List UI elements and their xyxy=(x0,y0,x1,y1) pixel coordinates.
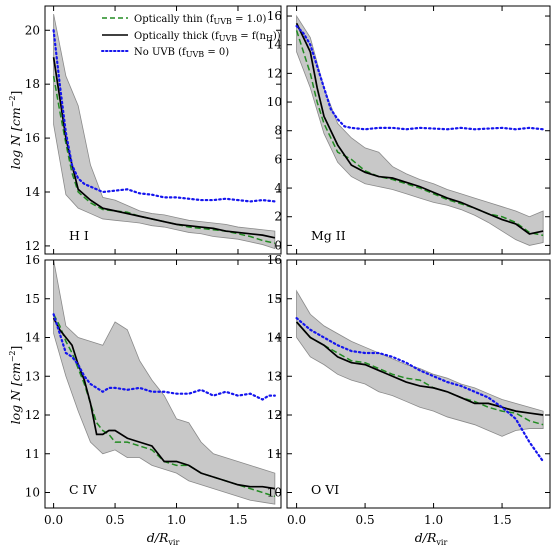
x-tick-label: 1.0 xyxy=(167,513,186,527)
x-tick-label: 0.0 xyxy=(287,513,306,527)
y-axis-title-bottom: log N [cm−2] xyxy=(8,346,23,425)
y-tick-label: 10 xyxy=(267,95,282,109)
plot-area xyxy=(52,14,276,250)
y-axis-title-top: log N [cm−2] xyxy=(8,91,23,170)
y-tick-label: 12 xyxy=(267,66,282,80)
series-line-no-uvb xyxy=(52,29,276,203)
series-line-thin xyxy=(295,30,544,237)
panel-label: H I xyxy=(69,228,89,243)
panel-label: O VI xyxy=(311,482,339,497)
y-tick-label: 10 xyxy=(25,486,40,500)
axes-frame xyxy=(286,259,551,509)
panel-label: Mg II xyxy=(311,228,346,243)
y-tick-label: 20 xyxy=(25,23,40,37)
y-tick-label: 16 xyxy=(25,131,40,145)
y-tick-label: 18 xyxy=(25,77,40,91)
legend-label-thick: Optically thick (fUVB = f(nH)) xyxy=(134,31,281,43)
y-tick-label: 10 xyxy=(267,486,282,500)
series-line-no-uvb xyxy=(295,317,545,463)
x-tick-label: 1.0 xyxy=(424,513,443,527)
panel-c-iv: 0.0 0.5 1.0 1.5 10 11 12 13 14 15 16 C IV xyxy=(25,253,282,527)
x-axis-title-right: d/Rvir xyxy=(415,530,448,547)
legend-label-no-uvb: No UVB (fUVB = 0) xyxy=(134,47,229,59)
axes-frame xyxy=(44,259,282,509)
series-line-no-uvb xyxy=(52,313,276,401)
scatter-band xyxy=(296,289,544,437)
panel-label: C IV xyxy=(69,482,97,497)
series-line-thin xyxy=(296,321,544,426)
panel-o-vi: 0.0 0.5 1.0 1.5 10 11 12 13 14 15 16 O VI xyxy=(267,253,551,527)
series-line-thick xyxy=(295,22,544,235)
y-tick-label: 15 xyxy=(25,292,40,306)
panel-mg-ii: 0 2 4 6 8 10 12 14 16 Mg II xyxy=(267,5,551,255)
x-tick-label: 1.5 xyxy=(228,513,247,527)
y-tick-label: 2 xyxy=(274,210,282,224)
y-tick-label: 14 xyxy=(25,185,41,199)
x-tick-label: 1.5 xyxy=(493,513,512,527)
y-tick-label: 14 xyxy=(25,331,41,345)
y-tick-label: 12 xyxy=(25,239,40,253)
y-tick-label: 12 xyxy=(25,408,40,422)
x-tick-label: 0.5 xyxy=(356,513,375,527)
y-tick-label: 13 xyxy=(267,369,282,383)
y-tick-label: 0 xyxy=(274,238,282,252)
axes-frame xyxy=(286,5,551,255)
plot-area xyxy=(295,289,545,463)
scatter-band xyxy=(53,260,276,505)
y-tick-label: 15 xyxy=(267,292,282,306)
y-tick-label: 14 xyxy=(267,38,283,52)
y-tick-label: 13 xyxy=(25,369,40,383)
y-tick-label: 4 xyxy=(274,181,282,195)
y-tick-label: 14 xyxy=(267,331,283,345)
legend-label-thin: Optically thin (fUVB = 1.0) xyxy=(134,14,267,26)
legend: Optically thin (fUVB = 1.0) Optically th… xyxy=(101,14,281,59)
y-tick-label: 8 xyxy=(274,124,282,138)
scatter-band xyxy=(53,14,276,250)
y-tick-label: 12 xyxy=(267,408,282,422)
y-tick-label: 11 xyxy=(25,447,40,461)
y-tick-label: 16 xyxy=(267,253,282,267)
axes-frame xyxy=(44,5,282,255)
scatter-band xyxy=(296,14,544,246)
series-line-thick xyxy=(52,317,275,490)
x-axis-title-left: d/Rvir xyxy=(147,530,180,547)
y-tick-label: 16 xyxy=(267,9,282,23)
y-tick-label: 6 xyxy=(274,152,282,166)
series-line-no-uvb xyxy=(295,24,545,131)
x-tick-label: 0.5 xyxy=(106,513,125,527)
plot-area xyxy=(295,14,545,246)
series-line-thick xyxy=(52,57,276,239)
y-tick-label: 16 xyxy=(25,253,40,267)
x-tick-label: 0.0 xyxy=(44,513,63,527)
plot-area xyxy=(52,260,276,505)
y-tick-label: 11 xyxy=(267,447,282,461)
